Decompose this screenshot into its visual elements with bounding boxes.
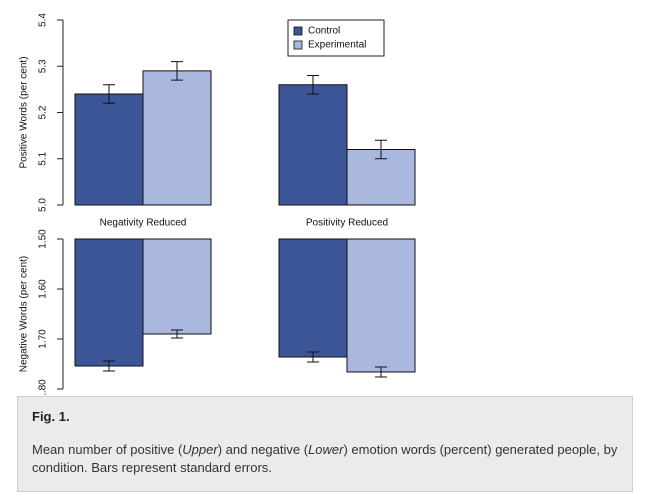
y-tick-label: 1.50: [38, 229, 49, 249]
y-axis-label: Negative Words (per cent): [19, 256, 30, 373]
bar: [74, 93, 144, 206]
bar: [278, 84, 348, 206]
y-tick-label: 5.0: [38, 198, 49, 212]
y-tick-label: 5.2: [38, 105, 49, 119]
bar: [346, 238, 416, 373]
bar: [74, 238, 144, 367]
y-tick-label: 1.80: [38, 379, 49, 395]
caption-part: Lower: [308, 442, 344, 457]
caption-box: Fig. 1. Mean number of positive (Upper) …: [17, 396, 633, 492]
legend-label: Control: [308, 26, 340, 37]
figure: 5.0 5.1 5.2 5.3 5.4 Positive Words (per cent)…: [19, 13, 416, 395]
y-tick-label: 5.4: [38, 13, 49, 27]
caption-part: ) and negative (: [217, 442, 309, 457]
x-category-label: Positivity Reduced: [306, 218, 388, 229]
legend-label: Experimental: [308, 40, 366, 51]
caption-label: Fig. 1.: [32, 409, 70, 424]
caption-text: Mean number of positive (Upper) and nega…: [32, 441, 622, 477]
y-tick-label: 5.1: [38, 151, 49, 165]
bar: [142, 238, 212, 335]
y-axis-label: Positive Words (per cent): [19, 56, 30, 168]
y-tick-label: 1.70: [38, 329, 49, 349]
caption-part: Mean number of positive (: [32, 442, 183, 457]
caption-part: ) emotion words (percent) generated peop…: [32, 442, 618, 475]
legend-box: [287, 19, 385, 57]
y-tick-label: 1.60: [38, 279, 49, 299]
bar: [278, 238, 348, 358]
bar: [142, 70, 212, 206]
caption-part: Upper: [182, 442, 218, 457]
legend-swatch: [293, 26, 303, 36]
legend-swatch: [293, 40, 303, 50]
y-tick-label: 5.3: [38, 59, 49, 73]
x-category-label: Negativity Reduced: [100, 218, 187, 229]
